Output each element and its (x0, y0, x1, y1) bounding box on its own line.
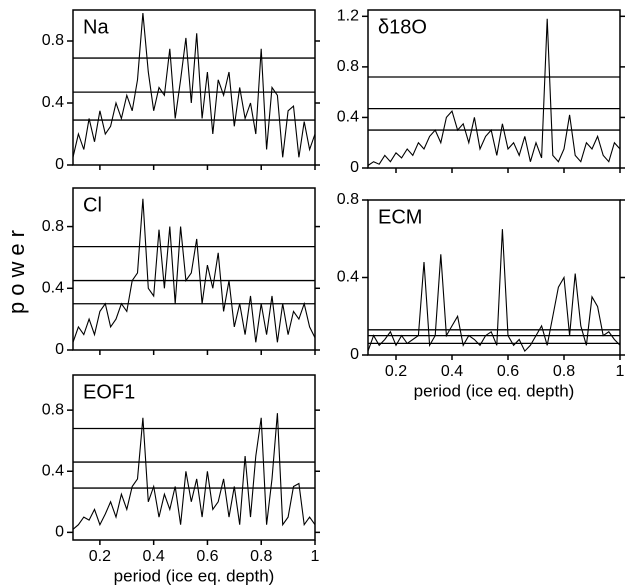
y-tick-label: 0 (55, 341, 64, 358)
y-tick-label: 0.4 (42, 280, 64, 297)
x-tick-label: 1 (311, 548, 320, 565)
x-tick-label: 0.8 (553, 363, 575, 380)
spectrum-line (72, 13, 316, 158)
plot-frame (367, 9, 621, 169)
panel-title: Cl (83, 194, 102, 216)
y-tick-label: 0 (55, 156, 64, 173)
y-tick-label: 0.8 (337, 58, 359, 75)
spectrum-line (72, 413, 316, 530)
panel-title: δ18O (378, 16, 427, 38)
y-tick-label: 0 (350, 346, 359, 363)
panel-title: Na (83, 16, 109, 38)
y-tick-label: 0.4 (42, 462, 64, 479)
y-tick-label: 0.8 (42, 401, 64, 418)
y-tick-label: 0.4 (337, 269, 359, 286)
spectrum-line (72, 198, 316, 343)
y-tick-label: 0.8 (337, 191, 359, 208)
x-tick-label: 0.2 (385, 363, 407, 380)
x-tick-label: 0.8 (250, 548, 272, 565)
y-tick-label: 0.8 (42, 218, 64, 235)
y-tick-label: 0 (55, 524, 64, 541)
plot-frame (72, 187, 316, 351)
x-tick-label: 0.6 (497, 363, 519, 380)
x-axis-label: period (ice eq. depth) (114, 566, 275, 585)
plot-frame (72, 9, 316, 166)
x-axis-label: period (ice eq. depth) (414, 381, 575, 400)
y-tick-label: 0.4 (42, 94, 64, 111)
panel-title: EOF1 (83, 381, 135, 403)
spectrum-line (367, 18, 621, 166)
x-tick-label: 0.4 (441, 363, 463, 380)
x-tick-label: 1 (616, 363, 625, 380)
panel-title: ECM (378, 206, 422, 228)
y-tick-label: 1.2 (337, 8, 359, 25)
y-axis-label: power (4, 224, 29, 314)
x-tick-label: 0.2 (89, 548, 111, 565)
y-tick-label: 0.4 (337, 109, 359, 126)
plot-frame (72, 374, 316, 541)
y-tick-label: 0 (350, 159, 359, 176)
y-tick-label: 0.8 (42, 32, 64, 49)
spectrum-line (367, 229, 621, 353)
x-tick-label: 0.4 (143, 548, 165, 565)
x-tick-label: 0.6 (196, 548, 218, 565)
